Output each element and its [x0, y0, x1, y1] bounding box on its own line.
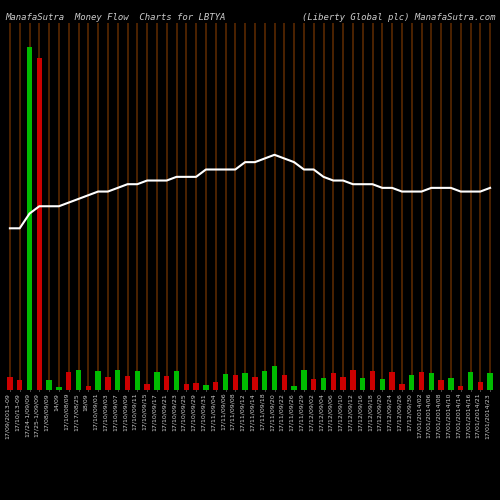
Bar	[350, 370, 356, 390]
Bar	[36, 58, 42, 390]
Bar	[252, 376, 258, 390]
Bar	[66, 372, 71, 390]
Bar	[419, 372, 424, 390]
Bar	[184, 384, 189, 390]
Bar	[292, 386, 297, 390]
Bar	[301, 370, 306, 390]
Bar	[213, 382, 218, 390]
Bar	[272, 366, 277, 390]
Bar	[448, 378, 454, 390]
Bar	[134, 371, 140, 390]
Bar	[105, 376, 110, 390]
Bar	[478, 382, 483, 390]
Bar	[311, 379, 316, 390]
Bar	[203, 385, 208, 390]
Text: (Liberty Global plc) ManafaSutra.com: (Liberty Global plc) ManafaSutra.com	[302, 12, 495, 22]
Bar	[360, 378, 366, 390]
Bar	[194, 383, 199, 390]
Bar	[370, 371, 375, 390]
Bar	[223, 374, 228, 390]
Bar	[488, 373, 493, 390]
Bar	[7, 376, 12, 390]
Bar	[115, 370, 120, 390]
Bar	[428, 373, 434, 390]
Bar	[409, 376, 414, 390]
Text: ManafaSutra  Money Flow  Charts for LBTYA: ManafaSutra Money Flow Charts for LBTYA	[5, 12, 226, 22]
Bar	[321, 378, 326, 390]
Bar	[56, 386, 62, 390]
Bar	[96, 371, 101, 390]
Bar	[46, 380, 52, 390]
Bar	[144, 384, 150, 390]
Bar	[340, 376, 346, 390]
Bar	[125, 376, 130, 390]
Bar	[282, 376, 287, 390]
Bar	[380, 379, 385, 390]
Bar	[17, 380, 22, 390]
Bar	[232, 376, 238, 390]
Bar	[458, 386, 464, 390]
Bar	[164, 376, 170, 390]
Bar	[438, 380, 444, 390]
Bar	[27, 47, 32, 390]
Bar	[242, 373, 248, 390]
Bar	[86, 386, 91, 390]
Bar	[330, 373, 336, 390]
Bar	[154, 372, 160, 390]
Bar	[174, 371, 179, 390]
Bar	[468, 372, 473, 390]
Bar	[390, 372, 395, 390]
Bar	[399, 384, 404, 390]
Bar	[76, 370, 81, 390]
Bar	[262, 371, 268, 390]
